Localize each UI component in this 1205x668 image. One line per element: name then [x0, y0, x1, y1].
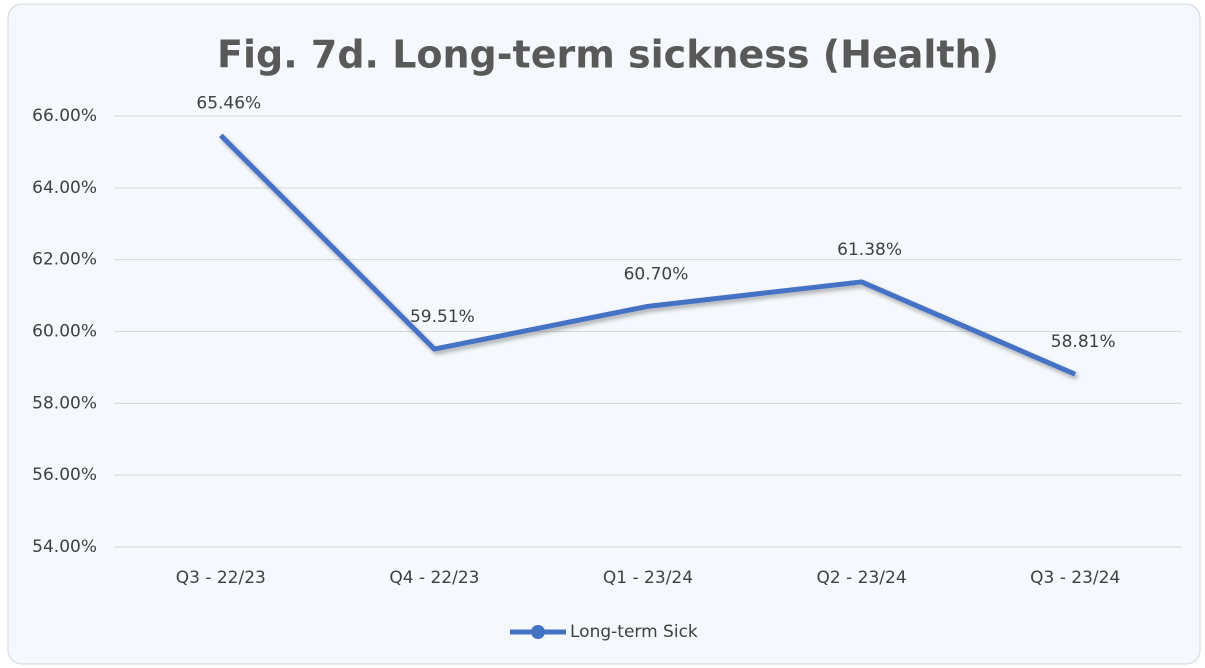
y-tick-label: 60.00% — [32, 322, 97, 342]
chart-card — [7, 3, 1201, 665]
data-label: 58.81% — [1051, 332, 1116, 352]
legend-label: Long-term Sick — [570, 622, 698, 642]
data-label: 59.51% — [410, 307, 475, 327]
series-line — [219, 133, 1077, 377]
y-tick-label: 62.00% — [32, 250, 97, 270]
x-tick-label: Q3 - 23/24 — [1030, 568, 1120, 588]
y-tick-label: 58.00% — [32, 393, 97, 413]
data-label: 65.46% — [196, 93, 261, 113]
legend-marker — [531, 625, 545, 639]
data-label: 60.70% — [624, 264, 689, 284]
x-tick-label: Q2 - 23/24 — [817, 568, 907, 588]
x-tick-label: Q3 - 22/23 — [176, 568, 266, 588]
y-tick-label: 56.00% — [32, 465, 97, 485]
data-label: 61.38% — [837, 240, 902, 260]
x-tick-label: Q1 - 23/24 — [603, 568, 693, 588]
x-tick-label: Q4 - 22/23 — [389, 568, 479, 588]
y-tick-label: 66.00% — [32, 106, 97, 126]
y-tick-label: 54.00% — [32, 537, 97, 557]
y-tick-label: 64.00% — [32, 178, 97, 198]
chart-title: Fig. 7d. Long-term sickness (Health) — [217, 33, 999, 77]
